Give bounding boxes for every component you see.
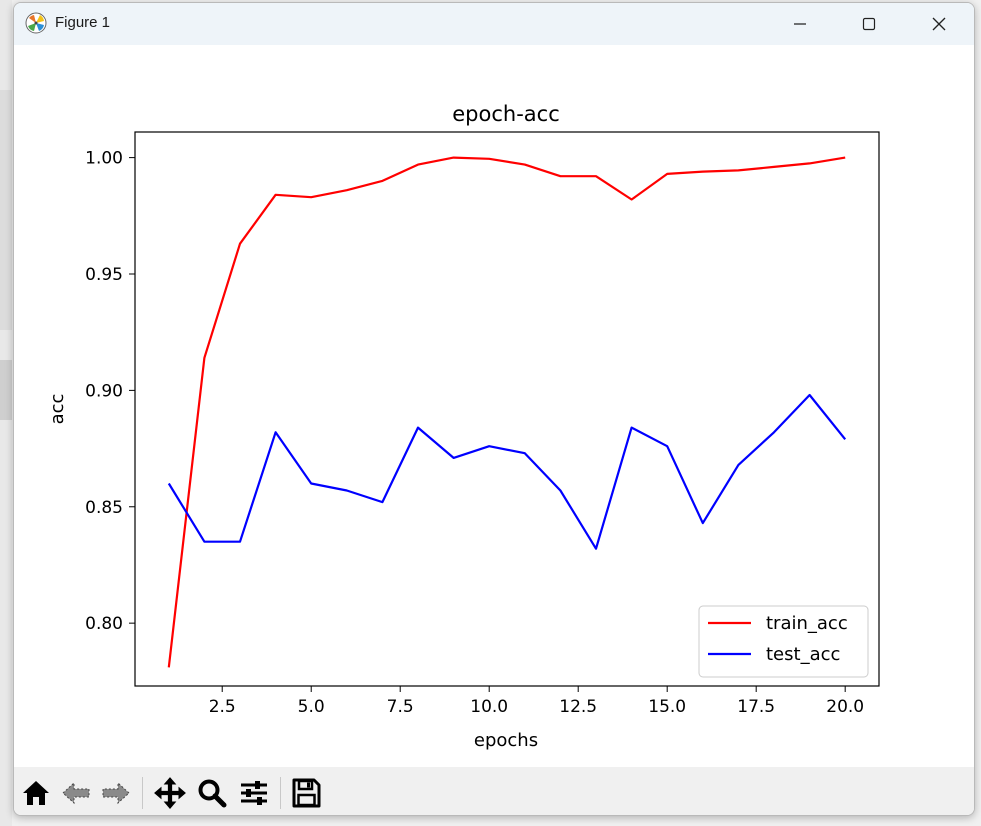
configure-subplots-button[interactable] (236, 775, 272, 811)
series-line-test-acc (167, 393, 847, 550)
matplotlib-app-icon (25, 12, 47, 34)
title-bar[interactable]: Figure 1 (14, 3, 974, 45)
zoom-button[interactable] (194, 775, 230, 811)
x-axis-label: epochs (474, 730, 538, 751)
save-button[interactable] (288, 775, 324, 811)
y-tick-label: 0.95 (85, 265, 123, 285)
magnifier-icon (198, 779, 227, 808)
toolbar-separator (142, 777, 143, 809)
background-window-fragment (0, 90, 12, 330)
series-line-train-acc (167, 156, 846, 668)
y-tick-label: 0.85 (85, 498, 123, 518)
toolbar-separator (280, 777, 281, 809)
figure-canvas[interactable]: epoch-acc 2.5 5.0 7.5 10.0 12.5 15.0 17.5 20.0 … (14, 45, 974, 767)
minimize-button[interactable] (777, 3, 823, 45)
figure-window: Figure 1 epoch-acc 2.5 5.0 7.5 10.0 12.5 15.0… (13, 2, 975, 816)
minimize-icon (794, 23, 806, 25)
arrow-right-icon (102, 781, 130, 805)
y-tick-label: 0.90 (85, 381, 123, 401)
close-icon (932, 17, 946, 31)
maximize-icon (862, 17, 876, 31)
y-axis: 0.80 0.85 0.90 0.95 1.00 (85, 149, 135, 634)
forward-button[interactable] (98, 775, 134, 811)
desktop-background (0, 0, 12, 826)
y-tick-label: 1.00 (85, 149, 123, 169)
background-window-fragment (0, 360, 12, 420)
move-icon (154, 777, 186, 809)
close-button[interactable] (916, 3, 962, 45)
home-icon (23, 781, 49, 805)
pan-button[interactable] (152, 775, 188, 811)
x-tick-label: 20.0 (826, 697, 864, 717)
x-tick-label: 15.0 (648, 697, 686, 717)
maximize-button[interactable] (846, 3, 892, 45)
y-axis-label: acc (47, 394, 68, 425)
sliders-icon (241, 781, 267, 805)
legend-label-train-acc: train_acc (766, 613, 848, 634)
legend-label-test-acc: test_acc (766, 644, 840, 665)
chart-title: epoch-acc (452, 102, 560, 126)
back-button[interactable] (58, 775, 94, 811)
x-axis: 2.5 5.0 7.5 10.0 12.5 15.0 17.5 20.0 (209, 686, 864, 717)
line-chart: epoch-acc 2.5 5.0 7.5 10.0 12.5 15.0 17.5 20.0 … (47, 102, 880, 751)
x-tick-label: 12.5 (559, 697, 597, 717)
plot-frame (134, 131, 880, 687)
x-tick-label: 7.5 (387, 697, 414, 717)
legend: train_acc test_acc (698, 605, 869, 678)
y-tick-label: 0.80 (85, 614, 123, 634)
x-tick-label: 17.5 (737, 697, 775, 717)
x-tick-label: 5.0 (298, 697, 325, 717)
series-lines (167, 156, 847, 668)
window-title: Figure 1 (55, 14, 111, 31)
navigation-toolbar (14, 767, 974, 815)
home-button[interactable] (18, 775, 54, 811)
arrow-left-icon (62, 781, 90, 805)
x-tick-label: 2.5 (209, 697, 236, 717)
x-tick-label: 10.0 (470, 697, 508, 717)
floppy-disk-icon (292, 778, 321, 808)
